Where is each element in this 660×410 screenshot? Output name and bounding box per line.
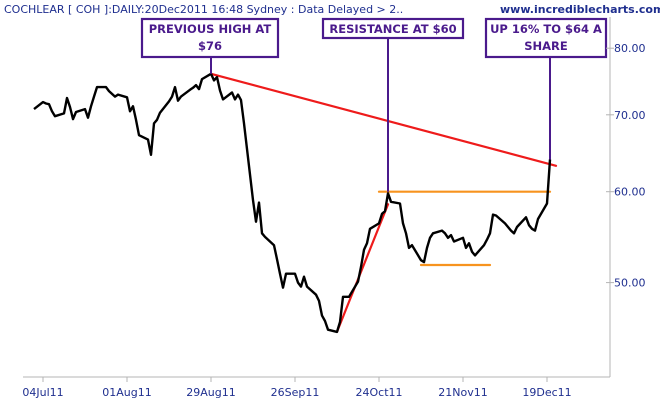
annotations: PREVIOUS HIGH AT $76 RESISTANCE AT $60 UP 1…: [140, 17, 608, 192]
y-tick-label-4: 80.00: [614, 42, 646, 55]
y-tick-label-1: 50.00: [614, 277, 646, 290]
price-line: [33, 72, 552, 334]
x-tick-label-3: 29Aug11: [186, 386, 235, 399]
y-tick-label-2: 60.00: [614, 186, 646, 199]
annotation-text-3-2: SHARE: [524, 39, 568, 53]
chart-title: COCHLEAR [ COH ]:DAILY:20Dec2011 16:48 S…: [4, 3, 403, 16]
x-tick-label-2: 01Aug11: [102, 386, 151, 399]
x-tick-label-7: 19Dec11: [522, 386, 571, 399]
y-tick-label-3: 70.00: [614, 109, 646, 122]
annotation-box-2: [321, 17, 465, 40]
x-tick-label-4: 26Sep11: [271, 386, 320, 399]
trendline-line-1: [209, 72, 558, 167]
annotation-text-3-1: UP 16% TO $64 A: [490, 22, 602, 36]
site-url: www.incrediblecharts.com: [500, 3, 660, 16]
annotation-text-1-2: $76: [198, 39, 222, 53]
annotation-box-3: [484, 17, 608, 59]
x-tick-label-1: 04Jul11: [22, 386, 63, 399]
axis-ticks: 04Jul11 01Aug11 29Aug11 26Sep11 24Oct11 21Nov…: [22, 42, 645, 399]
x-tick-label-6: 21Nov11: [438, 386, 487, 399]
overlays: [209, 72, 558, 333]
annotation-text-2-1: RESISTANCE AT $60: [329, 22, 456, 36]
annotation-box-1: [140, 17, 280, 59]
annotation-text-1-1: PREVIOUS HIGH AT: [149, 22, 272, 36]
x-tick-label-5: 24Oct11: [355, 386, 402, 399]
price-series: [33, 72, 552, 334]
trendline-line-2: [335, 203, 390, 333]
